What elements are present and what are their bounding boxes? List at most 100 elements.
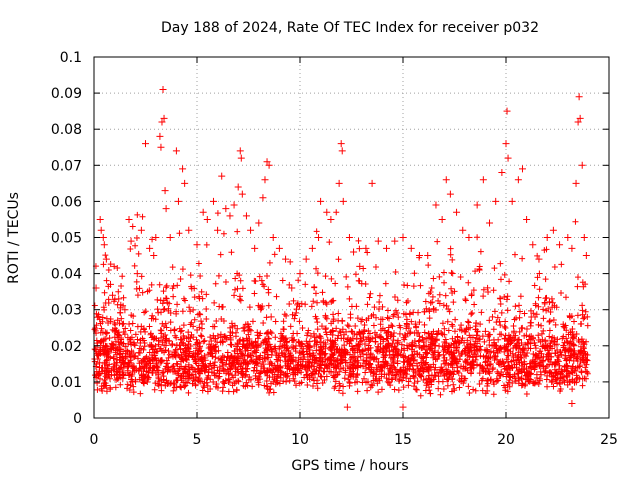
roti-data-point [574,118,582,126]
roti-sample-marker [484,380,491,387]
roti-sample-marker [120,294,127,301]
roti-sample-marker [536,286,543,293]
roti-sample-marker [335,363,342,370]
roti-sample-marker [101,306,108,313]
roti-sample-marker [363,317,370,324]
roti-sample-marker [303,372,310,379]
roti-sample-marker [483,347,490,354]
roti-sample-marker [272,365,279,372]
roti-sample-marker [134,323,141,330]
roti-sample-marker [312,290,319,297]
roti-data-point [459,226,467,234]
roti-sample-marker [247,327,254,334]
roti-sample-marker [376,305,383,312]
roti-sample-marker [107,261,114,268]
roti-sample-marker [506,364,513,371]
roti-sample-marker [296,318,303,325]
roti-sample-marker [559,368,566,375]
roti-sample-marker [213,381,220,388]
roti-sample-marker [303,348,310,355]
roti-sample-marker [182,382,189,389]
roti-sample-marker [197,273,204,280]
roti-sample-marker [569,376,576,383]
roti-sample-marker [522,376,529,383]
roti-sample-marker [448,269,455,276]
roti-sample-marker [549,299,556,306]
roti-sample-marker [354,388,361,395]
roti-sample-marker [310,330,317,337]
roti-sample-marker [317,338,324,345]
roti-sample-marker [186,338,193,345]
roti-sample-marker [568,369,575,376]
roti-sample-marker [503,356,510,363]
roti-sample-marker [490,287,497,294]
roti-sample-marker [356,341,363,348]
roti-sample-marker [129,369,136,376]
roti-sample-marker [491,265,498,272]
roti-sample-marker [211,347,218,354]
roti-sample-marker [537,368,544,375]
roti-sample-marker [424,366,431,373]
roti-sample-marker [287,360,294,367]
roti-sample-marker [200,383,207,390]
roti-sample-marker [92,325,99,332]
roti-sample-marker [412,386,419,393]
roti-sample-marker [182,375,189,382]
roti-sample-marker [566,312,573,319]
roti-data-point [568,400,576,408]
roti-sample-marker [415,368,422,375]
roti-sample-marker [299,362,306,369]
roti-sample-marker [528,365,535,372]
roti-sample-marker [112,338,119,345]
roti-data-point [364,378,372,386]
roti-sample-marker [222,279,229,286]
roti-sample-marker [346,295,353,302]
roti-sample-marker [326,239,333,246]
roti-sample-marker [150,356,157,363]
roti-sample-marker [267,346,273,353]
roti-sample-marker [343,328,350,335]
roti-sample-marker [245,323,252,330]
roti-sample-marker [415,329,422,336]
roti-sample-marker [141,343,148,350]
roti-sample-marker [497,260,504,267]
roti-sample-marker [217,251,224,258]
roti-sample-marker [330,297,337,304]
roti-sample-marker [453,359,460,366]
roti-sample-marker [194,377,201,384]
roti-sample-marker [264,272,271,279]
roti-sample-marker [114,317,121,324]
roti-sample-marker [286,377,293,384]
roti-sample-marker [167,327,174,334]
roti-sample-marker [226,365,233,372]
roti-sample-marker [411,356,418,363]
roti-sample-marker [363,357,370,364]
roti-data-point [255,219,263,227]
y-tick-label: 0.05 [51,231,82,247]
roti-sample-marker [191,316,198,323]
roti-data-point [139,367,147,375]
roti-sample-marker [103,357,110,364]
roti-data-point [133,270,141,278]
roti-sample-marker [165,307,172,314]
roti-sample-marker [394,350,401,357]
roti-sample-marker [390,372,397,379]
roti-sample-marker [382,280,389,287]
roti-data-point [438,215,446,223]
roti-sample-marker [477,321,484,328]
roti-sample-marker [286,300,293,307]
roti-sample-marker [387,366,394,373]
roti-sample-marker [290,365,297,372]
roti-sample-marker [567,338,574,345]
roti-sample-marker [194,341,201,348]
roti-data-point [263,158,271,166]
roti-sample-marker [553,304,560,311]
roti-sample-marker [210,379,217,386]
roti-sample-marker [131,262,138,269]
roti-sample-marker [332,280,339,287]
roti-sample-marker [323,301,330,308]
roti-sample-marker [355,277,362,284]
roti-sample-marker [158,330,165,337]
roti-sample-marker [120,340,127,347]
roti-sample-marker [528,314,535,321]
